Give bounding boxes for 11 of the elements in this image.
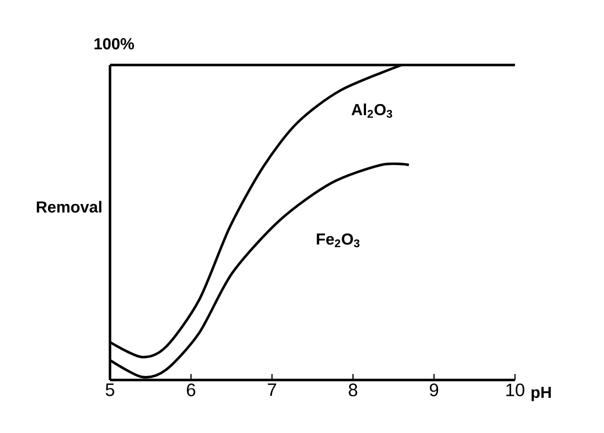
x-tick-label: 9 <box>430 384 438 396</box>
x-tick-label: 10 <box>506 384 524 396</box>
x-tick-label: 7 <box>268 384 276 396</box>
x-tick-label: 8 <box>348 384 358 396</box>
y-axis-title: Removal <box>36 200 102 213</box>
text: Fe$_{2}$O$_{3}$ <box>316 233 360 248</box>
x-axis-title: pH <box>532 386 551 402</box>
x-tick-label: 5 <box>106 384 114 396</box>
ref-line-label: 100% <box>94 38 134 50</box>
x-tick-label: 6 <box>186 384 196 396</box>
series-label: Al$_{2}$O$_{3}$ <box>352 104 392 118</box>
